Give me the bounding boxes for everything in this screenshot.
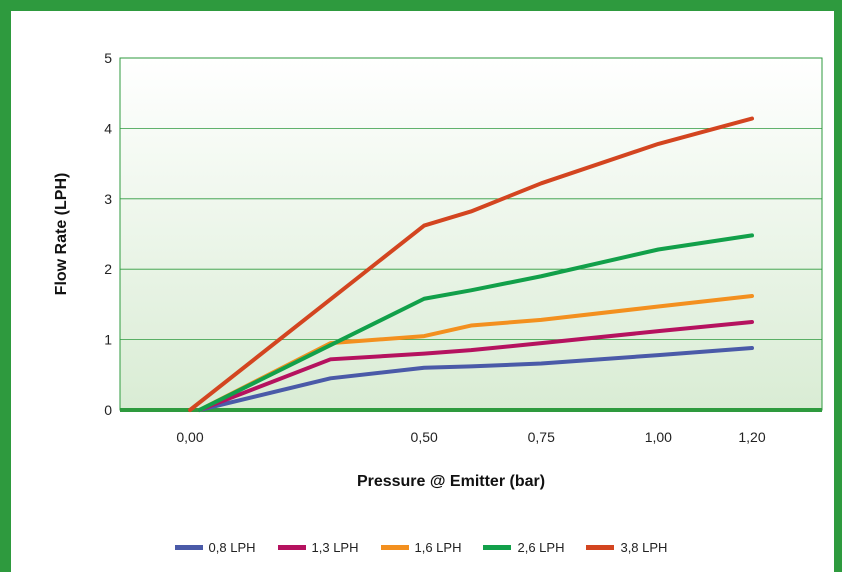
y-axis-title: Flow Rate (LPH) — [53, 173, 70, 296]
series-line-3-8-lph — [188, 116, 754, 412]
legend-label: 0,8 LPH — [208, 540, 256, 555]
legend-item: 2,6 LPH — [483, 540, 564, 555]
grid-lines — [120, 57, 822, 341]
legend-swatch — [380, 545, 409, 550]
y-tick-label: 4 — [104, 120, 112, 136]
y-tick-label: 5 — [104, 50, 112, 66]
x-tick-label: 0,50 — [411, 429, 438, 445]
legend-label: 2,6 LPH — [517, 540, 565, 555]
series-line-2-6-lph — [197, 233, 754, 412]
legend-label: 1,3 LPH — [311, 540, 359, 555]
legend-swatch — [174, 545, 203, 550]
x-axis-title: Pressure @ Emitter (bar) — [357, 473, 545, 490]
y-tick-label: 3 — [104, 191, 112, 207]
legend-label: 3,8 LPH — [620, 540, 668, 555]
frame-top-border — [0, 0, 842, 11]
x-tick-label: 0,00 — [176, 429, 203, 445]
series-lines — [188, 116, 754, 412]
legend-item: 1,3 LPH — [277, 540, 359, 555]
legend-swatch — [483, 545, 512, 550]
y-tick-label: 0 — [104, 402, 112, 418]
frame-left-border — [0, 0, 11, 572]
flow-rate-chart: 0 1 2 3 4 5 0,00 0,50 0,75 1,00 1,20 Flow Rate (L… — [53, 50, 823, 490]
frame-right-border — [834, 0, 842, 572]
legend-item: 0,8 LPH — [174, 540, 256, 555]
legend-swatch — [586, 545, 615, 550]
y-tick-labels: 0 1 2 3 4 5 — [104, 50, 112, 418]
legend-swatch — [277, 545, 306, 550]
chart-legend: 0,8 LPH 1,3 LPH 1,6 LPH 2,6 LPH 3,8 LPH — [0, 540, 842, 555]
x-tick-labels: 0,00 0,50 0,75 1,00 1,20 — [176, 429, 765, 445]
legend-label: 1,6 LPH — [414, 540, 462, 555]
y-tick-label: 2 — [104, 261, 112, 277]
legend-item: 1,6 LPH — [380, 540, 462, 555]
series-line-0-8-lph — [197, 346, 754, 412]
x-tick-label: 0,75 — [528, 429, 555, 445]
series-line-1-3-lph — [197, 320, 754, 412]
legend-item: 3,8 LPH — [586, 540, 667, 555]
x-tick-label: 1,00 — [645, 429, 672, 445]
y-tick-label: 1 — [104, 332, 112, 348]
plot-area — [119, 57, 823, 411]
x-tick-label: 1,20 — [738, 429, 765, 445]
